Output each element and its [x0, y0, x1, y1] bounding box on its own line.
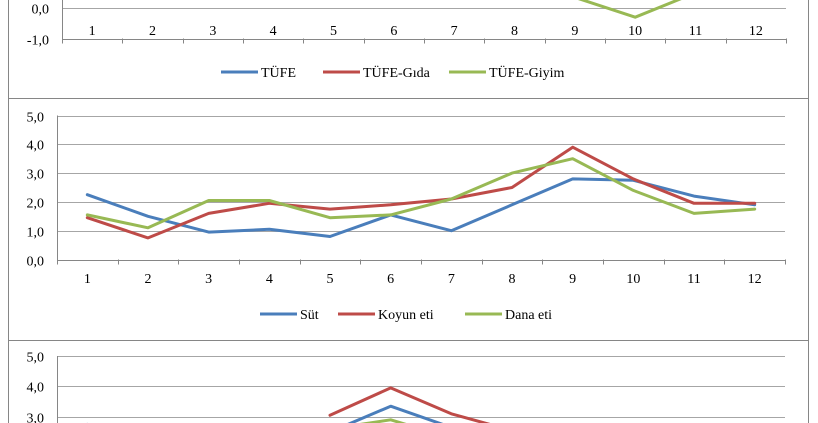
legend-item: Süt	[260, 308, 319, 323]
legend-label: Koyun eti	[378, 308, 434, 323]
series-line	[359, 418, 407, 423]
series-line	[577, 0, 682, 19]
y-tick-label: 0,0	[32, 3, 50, 18]
series-2	[85, 145, 757, 240]
x-tick-label: 9	[569, 272, 576, 287]
x-tick-label: 10	[628, 24, 642, 39]
y-tick-label: -1,0	[27, 34, 49, 49]
chart-frame	[8, 0, 809, 423]
chart-panel-3: 3,0 4,0 5,0	[27, 351, 785, 423]
y-axis-tick-labels: 3,0 4,0 5,0	[27, 351, 45, 423]
y-tick-label: 2,0	[27, 197, 45, 212]
series-3	[85, 157, 757, 230]
gridlines	[62, 8, 786, 40]
x-tick-label: 9	[571, 24, 578, 39]
x-tick-label: 6	[387, 272, 394, 287]
gridlines	[57, 116, 785, 261]
y-tick-label: 4,0	[27, 139, 45, 154]
x-axis-tick-labels: 1 2 3 4 5 6 7 8 9 10 11 12	[89, 24, 763, 39]
x-tick-label: 1	[89, 24, 96, 39]
series-line	[85, 157, 757, 230]
y-tick-label: 5,0	[27, 351, 45, 366]
x-tick-label: 8	[509, 272, 516, 287]
x-tick-label: 2	[145, 272, 152, 287]
x-tick-label: 2	[149, 24, 156, 39]
x-tick-label: 7	[451, 24, 458, 39]
x-tick-label: 6	[390, 24, 397, 39]
x-tick-label: 4	[270, 24, 277, 39]
x-tick-label: 10	[626, 272, 640, 287]
legend: TÜFE TÜFE-Gıda TÜFE-Giyim	[221, 64, 565, 81]
y-tick-label: 0,0	[27, 255, 45, 270]
x-tick-label: 12	[749, 24, 763, 39]
legend-item: Koyun eti	[338, 308, 434, 323]
y-tick-label: 3,0	[27, 168, 45, 183]
y-tick-label: 5,0	[27, 111, 45, 126]
x-tick-label: 4	[266, 272, 273, 287]
legend-item: TÜFE-Gıda	[323, 64, 431, 81]
legend-label: TÜFE-Giyim	[489, 64, 565, 81]
series-3	[359, 418, 407, 423]
legend-item: TÜFE	[221, 64, 296, 81]
series-2	[328, 386, 491, 423]
x-tick-label: 8	[511, 24, 518, 39]
legend: Süt Koyun eti Dana eti	[260, 308, 552, 323]
x-tick-label: 11	[689, 24, 702, 39]
series-line	[347, 404, 444, 423]
legend-label: TÜFE-Gıda	[363, 64, 431, 81]
series-line	[328, 386, 491, 423]
x-axis-tick-labels: 1 2 3 4 5 6 7 8 9 10 11 12	[84, 272, 762, 287]
x-tick-label: 11	[687, 272, 700, 287]
x-tick-label: 3	[205, 272, 212, 287]
gridlines	[57, 356, 785, 418]
series-line	[85, 145, 757, 240]
x-tick-label: 3	[209, 24, 216, 39]
x-tick-label: 5	[330, 24, 337, 39]
x-tick-label: 1	[84, 272, 91, 287]
series-3	[577, 0, 682, 19]
legend-item: TÜFE-Giyim	[449, 64, 565, 81]
legend-label: TÜFE	[261, 64, 296, 81]
x-tick-label: 5	[327, 272, 334, 287]
x-tick-label: 12	[748, 272, 762, 287]
legend-item: Dana eti	[465, 308, 552, 323]
y-tick-label: 4,0	[27, 381, 45, 396]
legend-label: Süt	[300, 308, 319, 323]
y-tick-label: 3,0	[27, 412, 45, 423]
x-tick-label: 7	[448, 272, 455, 287]
y-axis-tick-labels: -1,0 0,0	[27, 3, 49, 49]
series-1	[86, 404, 444, 423]
y-axis-tick-labels: 0,0 1,0 2,0 3,0 4,0 5,0	[27, 111, 45, 270]
y-tick-label: 1,0	[27, 226, 45, 241]
legend-label: Dana eti	[505, 308, 552, 323]
